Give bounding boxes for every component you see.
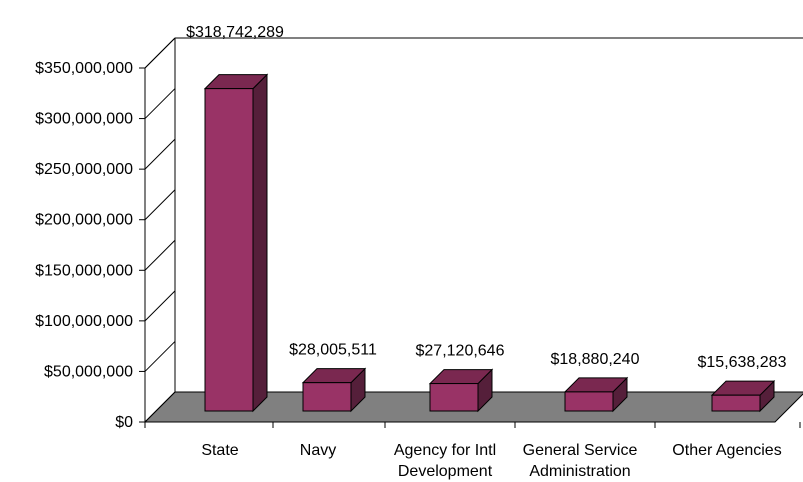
data-label: $27,120,646 (416, 343, 505, 360)
y-tick-label: $50,000,000 (44, 363, 133, 380)
category-label: General Service (523, 442, 638, 459)
category-label: Navy (300, 442, 336, 459)
y-tick-depth (144, 138, 176, 170)
y-tick-depth (144, 189, 176, 221)
bar (564, 391, 614, 412)
y-tick-label: $0 (115, 414, 133, 431)
category-label: Development (398, 463, 493, 480)
category-label: State (201, 442, 238, 459)
y-tick-depth (144, 391, 176, 423)
bar-side (252, 73, 268, 413)
data-label: $15,638,283 (698, 354, 787, 371)
bar (204, 88, 254, 412)
bar (429, 383, 479, 412)
y-tick-label: $250,000,000 (35, 161, 133, 178)
data-label: $18,880,240 (551, 351, 640, 368)
y-tick-depth (144, 290, 176, 322)
plot-area: $0 $50,000,000 $100,000,000 $150,000,000 $20… (35, 24, 803, 480)
category-label: Other Agencies (672, 442, 781, 459)
data-label: $318,742,289 (186, 24, 284, 41)
y-tick-depth (144, 341, 176, 372)
category-label: Agency for Intl (394, 442, 496, 459)
y-tick-depth (144, 88, 176, 119)
y-tick-label: $350,000,000 (35, 60, 133, 77)
bar (302, 382, 352, 412)
data-label: $28,005,511 (289, 342, 377, 359)
y-tick-label: $100,000,000 (35, 313, 133, 330)
y-tick-depth (144, 37, 176, 69)
y-tick-label: $300,000,000 (35, 111, 133, 128)
bar (711, 394, 761, 412)
category-label: Administration (529, 463, 630, 480)
y-tick-label: $150,000,000 (35, 262, 133, 279)
y-tick-label: $200,000,000 (35, 212, 133, 229)
y-tick-depth (144, 239, 176, 271)
